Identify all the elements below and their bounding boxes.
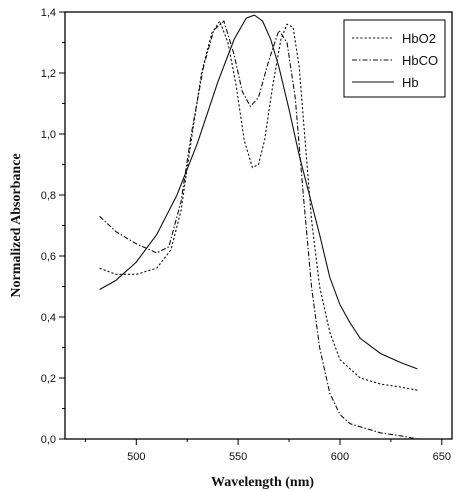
y-tick-label: 1,4 <box>41 7 56 19</box>
series-layer <box>99 14 418 440</box>
y-tick-label: 0,4 <box>41 312 56 324</box>
x-axis-title: Wavelength (nm) <box>211 475 314 490</box>
x-tick-label: 600 <box>331 451 349 463</box>
y-axis-title: Normalized Absorbance <box>9 153 24 297</box>
legend-label-hbco: HbCO <box>402 53 438 68</box>
legend-label-hb: Hb <box>402 75 419 90</box>
series-line-hb <box>99 14 418 370</box>
y-tick-label: 0,0 <box>41 434 56 446</box>
y-tick-label: 0,6 <box>41 251 56 263</box>
axes: 500 550 600 650 0,0 0,2 0,4 0,6 0,8 1,0 1,2 1,4 <box>41 7 453 463</box>
legend-box <box>343 19 446 98</box>
y-tick-label: 0,8 <box>41 190 56 202</box>
x-tick-label: 550 <box>229 451 247 463</box>
y-tick-label: 0,2 <box>41 373 56 385</box>
series-line-hbo2 <box>99 19 418 391</box>
series-line-hbco <box>99 20 418 440</box>
legend: HbO2 HbCO Hb <box>343 19 446 98</box>
x-tick-label: 500 <box>127 451 145 463</box>
y-tick-label: 1,0 <box>41 129 56 141</box>
y-tick-label: 1,2 <box>41 68 56 80</box>
legend-label-hbo2: HbO2 <box>402 31 436 46</box>
x-tick-label: 650 <box>433 451 451 463</box>
